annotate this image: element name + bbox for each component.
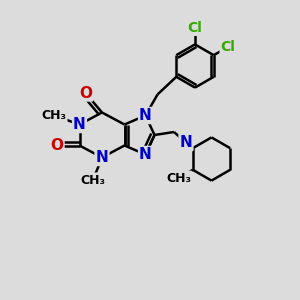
Text: Cl: Cl	[220, 40, 236, 54]
Text: O: O	[50, 138, 64, 153]
Text: Cl: Cl	[188, 21, 202, 35]
Text: N: N	[180, 135, 192, 150]
Text: N: N	[139, 108, 152, 123]
Text: CH₃: CH₃	[80, 173, 106, 187]
Text: CH₃: CH₃	[41, 109, 67, 122]
Text: N: N	[73, 117, 86, 132]
Text: CH₃: CH₃	[166, 172, 191, 184]
Text: O: O	[79, 85, 92, 100]
Text: N: N	[96, 150, 108, 165]
Text: N: N	[139, 147, 152, 162]
